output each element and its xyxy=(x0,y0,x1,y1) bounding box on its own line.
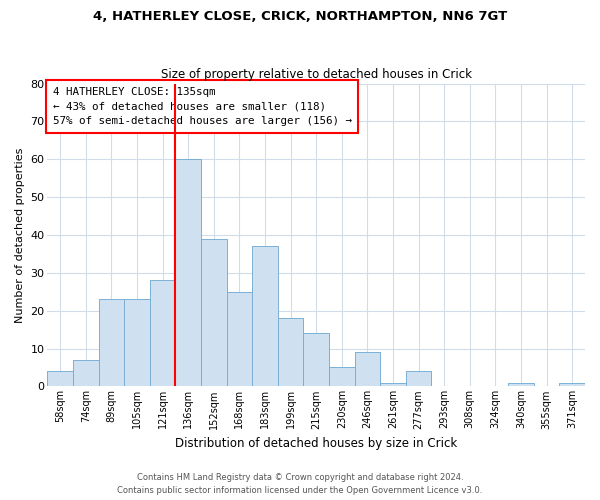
Bar xyxy=(329,368,355,386)
Text: 4, HATHERLEY CLOSE, CRICK, NORTHAMPTON, NN6 7GT: 4, HATHERLEY CLOSE, CRICK, NORTHAMPTON, … xyxy=(93,10,507,23)
Title: Size of property relative to detached houses in Crick: Size of property relative to detached ho… xyxy=(161,68,472,81)
Bar xyxy=(175,160,201,386)
Y-axis label: Number of detached properties: Number of detached properties xyxy=(15,148,25,322)
Bar xyxy=(252,246,278,386)
Bar xyxy=(559,382,585,386)
Bar xyxy=(508,382,534,386)
Bar xyxy=(227,292,252,386)
Bar xyxy=(124,300,150,386)
Text: Contains HM Land Registry data © Crown copyright and database right 2024.
Contai: Contains HM Land Registry data © Crown c… xyxy=(118,474,482,495)
Bar xyxy=(47,371,73,386)
Bar xyxy=(304,334,329,386)
Bar xyxy=(201,239,227,386)
Bar xyxy=(73,360,98,386)
Bar xyxy=(98,300,124,386)
X-axis label: Distribution of detached houses by size in Crick: Distribution of detached houses by size … xyxy=(175,437,457,450)
Bar xyxy=(150,280,175,386)
Bar xyxy=(380,382,406,386)
Bar xyxy=(355,352,380,386)
Text: 4 HATHERLEY CLOSE: 135sqm
← 43% of detached houses are smaller (118)
57% of semi: 4 HATHERLEY CLOSE: 135sqm ← 43% of detac… xyxy=(53,86,352,126)
Bar xyxy=(278,318,304,386)
Bar xyxy=(406,371,431,386)
